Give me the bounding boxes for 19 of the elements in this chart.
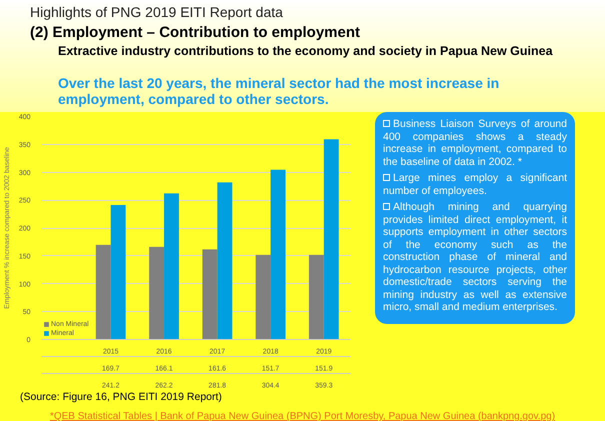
bar (110, 205, 126, 340)
bar (270, 170, 286, 340)
bar (202, 249, 218, 340)
text: Over the last 20 years, the mineral sector had the most increase in employment, compared to other sectors. (57, 74, 500, 108)
bar (256, 254, 271, 340)
bar (308, 254, 324, 340)
chart-title: Highlights of PNG 2019 EITI Report data (30, 3, 284, 22)
text: Extractive industry contributions to the economy and society in Papua New Guinea (57, 43, 554, 60)
text: (Source: Figure 16, PNG EITI 2019 Report) (19, 390, 223, 405)
text: Large mines employ a significant number of employees. (383, 172, 567, 197)
bar (217, 182, 232, 340)
bar (96, 244, 111, 340)
bar (324, 139, 339, 340)
text: *QEB Statistical Tables | Bank of Papua New Guinea (BPNG) Port Moresby, Papua New Guinea (bankpng.gov.pg) (48, 410, 556, 421)
text: Although mining and quarrying provides limited direct employment, it supports employment in other sectors of the economy such as the construction phase of mineral and hydrocarbon resource projects, other domestic/trade sectors serving the mining industry as well as extensive micro, small and medium enterprises. (383, 201, 567, 313)
text: Business Liaison Surveys of around 400 companies shows a steady increase in employment, compared to the baseline of data in 2002. * (383, 118, 567, 168)
bar (164, 193, 179, 340)
bar (149, 246, 164, 340)
chart-subtitle: (2) Employment – Contribution to employment (30, 23, 362, 43)
